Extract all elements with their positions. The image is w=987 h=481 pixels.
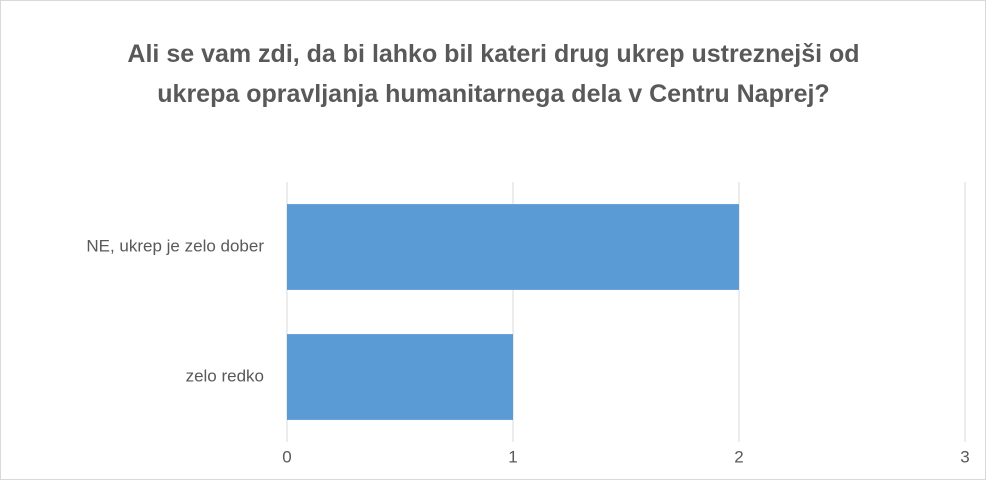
x-tick-label: 3 (960, 447, 969, 466)
y-tick-label: NE, ukrep je zelo dober (86, 236, 264, 255)
bar (287, 204, 739, 290)
title-box: Ali se vam zdi, da bi lahko bil kateri d… (0, 34, 987, 114)
x-tick-label: 0 (282, 447, 291, 466)
x-tick-label: 1 (508, 447, 517, 466)
chart-title: Ali se vam zdi, da bi lahko bil kateri d… (127, 40, 860, 108)
x-tick-label: 2 (734, 447, 743, 466)
y-tick-label: zelo redko (186, 366, 264, 385)
bar (287, 334, 513, 420)
